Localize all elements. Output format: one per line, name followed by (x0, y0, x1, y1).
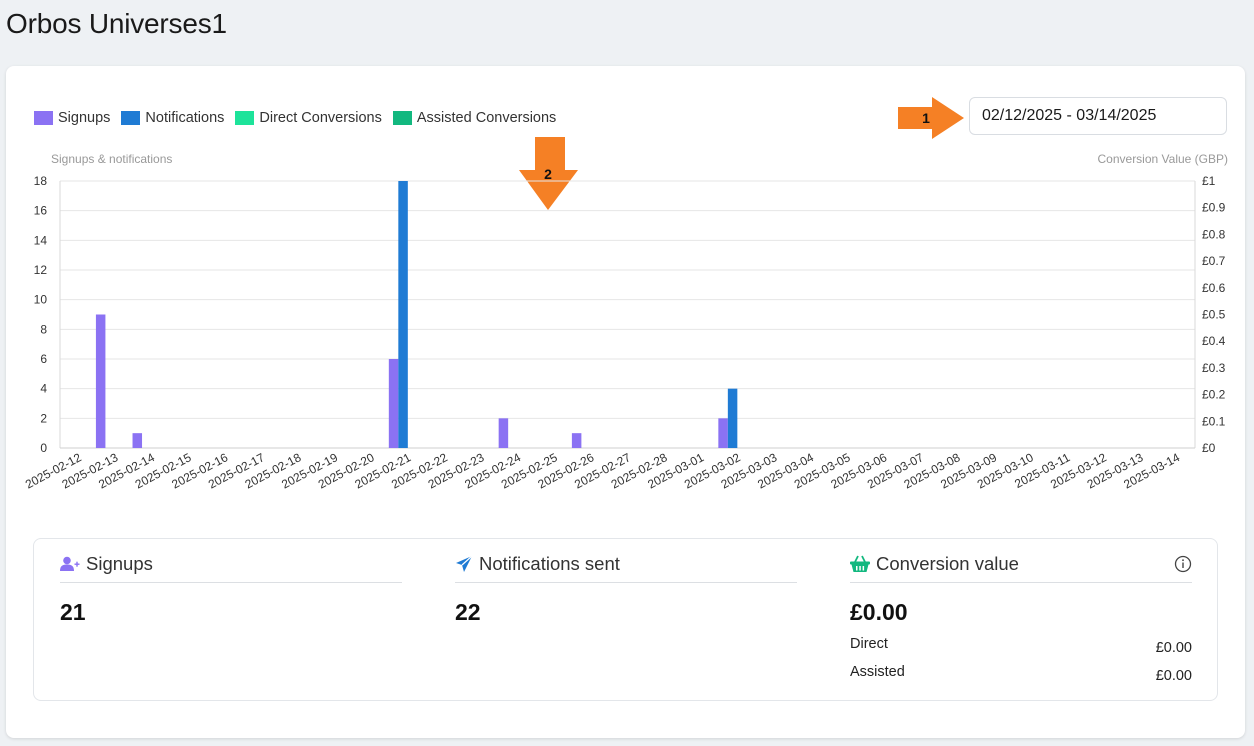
y-tick-right: £0 (1202, 441, 1216, 455)
legend-item-signups[interactable]: Signups (34, 110, 110, 126)
y-tick-left: 8 (40, 322, 47, 336)
y-tick-right: £0.1 (1202, 414, 1226, 428)
annotation-arrow-2: 2 (519, 137, 578, 210)
annotation-number-1: 1 (922, 110, 930, 126)
bar-signups (718, 418, 728, 448)
conversion-assisted-row: Assisted £0.00 (850, 664, 1192, 692)
y-tick-right: £0.5 (1202, 308, 1226, 322)
stat-conversion-label: Conversion value (876, 553, 1019, 574)
page-title: Orbos Universes1 (6, 8, 227, 39)
legend-swatch-assisted-conversions (392, 111, 412, 125)
legend-item-notifications[interactable]: Notifications (121, 110, 224, 126)
y-tick-left: 0 (40, 441, 47, 455)
legend-swatch-notifications (121, 111, 141, 125)
legend-label-assisted-conversions: Assisted Conversions (416, 110, 557, 126)
y-tick-right: £0.3 (1202, 361, 1226, 375)
legend-swatch-signups (34, 111, 53, 125)
stat-conversion: Conversion value £0.00 Direct £0.00 Assi… (850, 553, 1192, 692)
stat-notifications-label: Notifications sent (479, 553, 620, 574)
y-tick-left: 4 (40, 382, 47, 396)
stat-notifications-header: Notifications sent (455, 553, 797, 583)
stat-notifications-value: 22 (455, 599, 481, 625)
stat-notifications: Notifications sent 22 (455, 553, 797, 626)
bar-signups (388, 359, 399, 448)
bar-notifications (398, 181, 408, 448)
annotation-arrow-1: 1 (898, 97, 964, 139)
date-range-input[interactable] (969, 97, 1227, 135)
legend-item-assisted-conversions[interactable]: Assisted Conversions (392, 110, 557, 126)
y-tick-left: 12 (34, 263, 48, 277)
y-tick-left: 18 (34, 174, 48, 188)
stat-signups-header: Signups (60, 553, 402, 583)
conversion-assisted-value: £0.00 (1155, 668, 1192, 684)
bar-signups (95, 314, 106, 448)
legend-label-direct-conversions: Direct Conversions (259, 110, 382, 126)
bar-signups (571, 433, 582, 448)
stat-conversion-value: £0.00 (850, 599, 908, 625)
conversion-assisted-label: Assisted (850, 664, 905, 680)
dashboard-card: Signups Notifications Direct Conversions… (6, 66, 1245, 738)
legend-label-signups: Signups (58, 110, 111, 126)
stat-signups: Signups 21 (60, 553, 402, 626)
stat-conversion-header: Conversion value (850, 553, 1192, 583)
legend-swatch-direct-conversions (235, 111, 255, 125)
y-tick-left: 6 (40, 352, 47, 366)
stat-signups-value: 21 (60, 599, 86, 625)
y-tick-left: 16 (34, 204, 48, 218)
conversion-direct-row: Direct £0.00 (850, 636, 1192, 664)
bar-chart: Signups & notifications Conversion Value … (23, 152, 1229, 491)
chart-legend: Signups Notifications Direct Conversions… (34, 110, 556, 126)
y-tick-right: £0.6 (1202, 281, 1226, 295)
legend-label-notifications: Notifications (145, 110, 225, 126)
legend-item-direct-conversions[interactable]: Direct Conversions (235, 110, 382, 126)
send-icon (456, 555, 473, 572)
info-icon[interactable] (1174, 555, 1192, 573)
conversion-direct-label: Direct (850, 636, 888, 652)
basket-icon (850, 555, 870, 572)
y-tick-left: 10 (34, 293, 48, 307)
conversion-direct-value: £0.00 (1155, 640, 1192, 656)
y-tick-right: £0.9 (1202, 201, 1226, 215)
y-tick-left: 2 (40, 411, 47, 425)
y-tick-right: £0.7 (1202, 254, 1226, 268)
bar-signups (132, 433, 143, 448)
y-tick-right: £0.8 (1202, 227, 1226, 241)
y-tick-right: £1 (1202, 174, 1216, 188)
y-tick-left: 14 (34, 233, 48, 247)
bar-signups (498, 418, 509, 448)
y-tick-right: £0.4 (1202, 334, 1226, 348)
left-axis-title: Signups & notifications (51, 152, 172, 166)
stat-signups-label: Signups (86, 553, 153, 574)
annotation-number-2: 2 (544, 166, 552, 182)
bar-notifications (727, 388, 738, 448)
stats-panel: Signups 21 Notifications sent 22 (33, 538, 1218, 701)
right-axis-title: Conversion Value (GBP) (1098, 152, 1229, 166)
add-user-icon (60, 556, 80, 571)
y-tick-right: £0.2 (1202, 388, 1226, 402)
